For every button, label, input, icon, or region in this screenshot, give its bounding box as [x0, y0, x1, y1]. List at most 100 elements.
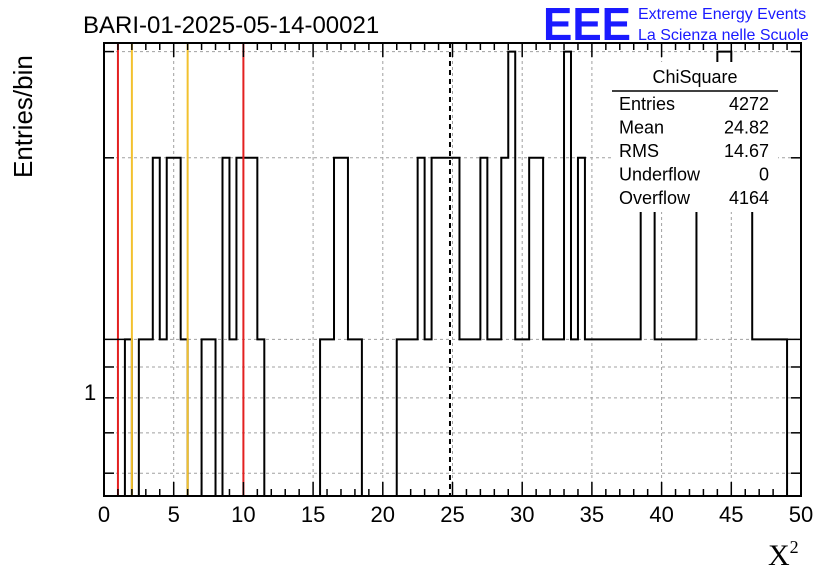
histogram-bin: [683, 339, 690, 496]
histogram-bin: [334, 158, 341, 496]
histogram-bin: [592, 339, 599, 496]
histogram-bin: [250, 158, 257, 496]
histogram-bin: [613, 339, 620, 496]
histogram-bin: [599, 339, 606, 496]
histogram-bin: [167, 158, 174, 496]
histogram-bin: [766, 339, 773, 496]
histogram-bin: [209, 339, 216, 496]
histogram-bin: [578, 158, 585, 496]
histogram-bin: [202, 339, 209, 496]
histogram-bin: [501, 158, 508, 496]
histogram-bin: [689, 339, 696, 496]
histogram-bin: [320, 339, 327, 496]
stats-label: Entries: [619, 94, 675, 114]
histogram-bin: [571, 339, 578, 496]
stats-box-title: ChiSquare: [652, 67, 737, 87]
histogram-bin: [529, 158, 536, 496]
x-axis-title: X2: [768, 537, 799, 572]
eee-logo: EEE: [543, 0, 631, 50]
histogram-bin: [515, 339, 522, 496]
histogram: [104, 50, 801, 497]
histogram-bin: [139, 339, 146, 496]
histogram-bin: [655, 339, 662, 496]
x-axis-title-superscript: 2: [790, 537, 799, 557]
x-tick-label: 15: [301, 502, 325, 527]
stats-label: Mean: [619, 118, 664, 138]
x-tick-label: 10: [231, 502, 255, 527]
histogram-bin: [557, 339, 564, 496]
histogram-bin: [439, 158, 446, 496]
histogram-steps: [104, 50, 801, 497]
histogram-bin: [222, 158, 229, 496]
y-axis-title: Entries/bin: [8, 55, 38, 178]
stats-label: Overflow: [619, 188, 691, 208]
histogram-bin: [620, 339, 627, 496]
histogram-bin: [487, 339, 494, 496]
histogram-bin: [153, 158, 160, 496]
histogram-bin: [432, 158, 439, 496]
x-tick-label: 0: [98, 502, 110, 527]
stats-box-background: [612, 62, 778, 212]
stats-value: 4164: [729, 188, 769, 208]
histogram-bin: [418, 158, 425, 496]
stats-label: Underflow: [619, 165, 701, 185]
x-tick-label: 20: [371, 502, 395, 527]
stats-label: RMS: [619, 141, 659, 161]
x-tick-label: 25: [440, 502, 464, 527]
stats-value: 4272: [729, 94, 769, 114]
axis-ticks: [103, 43, 802, 496]
histogram-bin: [411, 339, 418, 496]
histogram-bin: [397, 339, 404, 496]
histogram-bin: [752, 339, 759, 496]
histogram-bin: [494, 339, 501, 496]
histogram-bin: [550, 339, 557, 496]
histogram-bin: [543, 339, 550, 496]
stats-value: 0: [759, 165, 769, 185]
histogram-bin: [243, 158, 250, 496]
x-tick-labels: 0 5 10 15 20 25 30 35 40 45 50: [98, 502, 813, 527]
histogram-bin: [780, 339, 787, 496]
x-tick-label: 5: [168, 502, 180, 527]
histogram-bin: [606, 339, 613, 496]
histogram-bin: [146, 339, 153, 496]
x-tick-label: 45: [719, 502, 743, 527]
brand-line-1: Extreme Energy Events: [638, 6, 806, 23]
histogram-bin: [341, 158, 348, 496]
histogram-bin: [348, 339, 355, 496]
histogram-bin: [585, 339, 592, 496]
histogram-bin: [404, 339, 411, 496]
stats-rows: Entries 4272 Mean 24.82 RMS 14.67 Underflow 0 Ov…: [619, 94, 769, 208]
histogram-bin: [459, 339, 466, 496]
histogram-bin: [327, 339, 334, 496]
histogram-bin: [759, 339, 766, 496]
histogram-bin: [480, 158, 487, 496]
histogram-bin: [473, 339, 480, 496]
histogram-bin: [564, 52, 571, 496]
histogram-bin: [174, 158, 181, 496]
histogram-bin: [425, 339, 432, 496]
brand-line-2: La Scienza nelle Scuole: [638, 27, 809, 44]
x-tick-label: 40: [649, 502, 673, 527]
x-tick-label: 50: [789, 502, 813, 527]
histogram-bin: [160, 339, 167, 496]
y-tick-label-1: 1: [84, 380, 96, 405]
chart-title: BARI-01-2025-05-14-00021: [83, 12, 379, 39]
stats-box: ChiSquare Entries 4272 Mean 24.82 RMS 14.67 Un…: [612, 62, 778, 212]
histogram-bin: [669, 339, 676, 496]
histogram-bin: [466, 339, 473, 496]
marker-lines: [116, 43, 451, 496]
stats-value: 24.82: [724, 118, 769, 138]
x-tick-label: 30: [510, 502, 534, 527]
histogram-bin: [236, 158, 243, 496]
histogram-bin: [257, 339, 264, 496]
histogram-bin: [453, 158, 460, 496]
histogram-bin: [508, 52, 515, 496]
histogram-bin: [536, 158, 543, 496]
histogram-bin: [676, 339, 683, 496]
histogram-bin: [662, 339, 669, 496]
histogram-bin: [634, 339, 641, 496]
histogram-bin: [773, 339, 780, 496]
histogram-bin: [355, 339, 362, 496]
x-axis-title-base: X: [768, 539, 790, 572]
